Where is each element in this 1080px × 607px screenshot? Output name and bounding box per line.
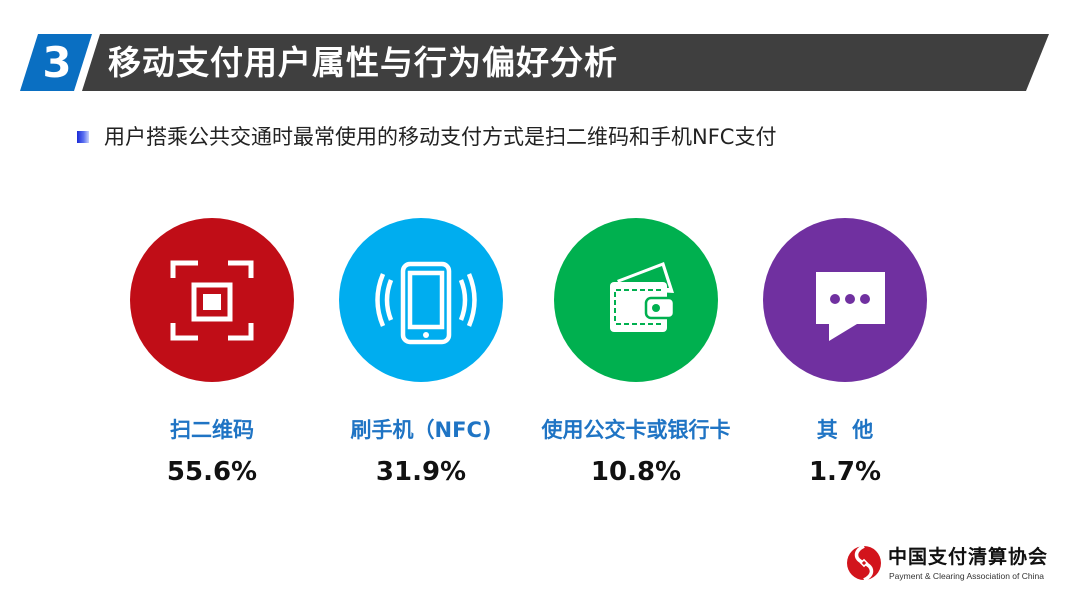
- bullet-square-icon: [77, 131, 89, 143]
- payment-method-percent: 10.8%: [590, 457, 682, 487]
- payment-method-card: 使用公交卡或银行卡 10.8%: [536, 218, 736, 488]
- payment-method-label: 其 他: [816, 418, 874, 442]
- payment-method-nfc: 刷手机（NFC) 31.9%: [321, 218, 521, 488]
- subtitle: 用户搭乘公共交通时最常使用的移动支付方式是扫二维码和手机NFC支付: [104, 125, 777, 149]
- payment-method-label: 使用公交卡或银行卡: [541, 418, 731, 442]
- wallet-icon: [554, 218, 718, 382]
- org-name-en: Payment & Clearing Association of China: [889, 571, 1044, 581]
- payment-method-percent: 1.7%: [808, 457, 882, 487]
- payment-method-percent: 31.9%: [375, 457, 467, 487]
- org-name-cn: 中国支付清算协会: [888, 546, 1049, 568]
- section-number: 3: [42, 38, 72, 87]
- phone-nfc-icon: [339, 218, 503, 382]
- pcac-logo-icon: [846, 544, 882, 582]
- payment-method-label: 扫二维码: [170, 418, 254, 442]
- title-bar: [82, 34, 1049, 91]
- payment-method-label: 刷手机（NFC): [350, 418, 492, 442]
- section-number-badge: 3: [20, 34, 92, 91]
- chat-bubble-icon: [763, 218, 927, 382]
- payment-method-qr: 扫二维码 55.6%: [112, 218, 312, 488]
- page-title: 移动支付用户属性与行为偏好分析: [108, 43, 618, 82]
- payment-method-percent: 55.6%: [166, 457, 258, 487]
- qr-scan-icon: [130, 218, 294, 382]
- payment-method-other: 其 他 1.7%: [745, 218, 945, 488]
